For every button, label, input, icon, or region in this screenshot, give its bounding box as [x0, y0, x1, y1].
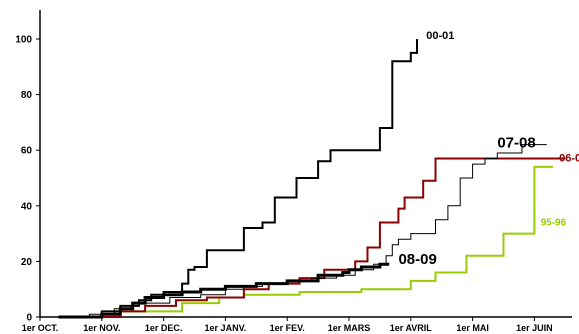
series-label-00-01: 00-01: [426, 30, 454, 42]
series-label-08-09: 08-09: [398, 251, 436, 268]
x-tick-label: 1er DEC.: [145, 323, 183, 333]
series-line-07-08: [58, 144, 547, 318]
y-tick-label: 20: [21, 257, 33, 268]
series-label-95-96: 95-96: [541, 217, 567, 228]
x-tick-label: 1er JUIN: [516, 323, 553, 333]
series-layer: [58, 39, 566, 319]
x-tick-label: 1er FEV.: [270, 323, 305, 333]
x-tick-label: 1er MARS: [328, 323, 371, 333]
y-tick-label: 80: [21, 90, 33, 101]
y-tick-label: 100: [15, 35, 32, 46]
x-tick-label: 1er JANV.: [205, 323, 247, 333]
axes: 0 20 40 60 80 100 1er OCT. 1er NOV. 1er DEC. 1er …: [15, 10, 572, 333]
y-tick-label: 60: [21, 146, 33, 157]
series-label-06-07: 06-07: [559, 152, 579, 164]
series-line-00-01: [58, 39, 418, 318]
x-tick-label: 1er MAI: [456, 323, 489, 333]
series-line-06-07: [58, 157, 566, 318]
series-label-07-08: 07-08: [497, 134, 535, 151]
series-line-08-09: [58, 262, 390, 319]
x-tick-label: 1er NOV.: [83, 323, 120, 333]
y-tick-label: 0: [26, 313, 32, 324]
series-line-95-96: [58, 165, 553, 318]
x-tick-label: 1er OCT.: [22, 323, 59, 333]
y-tick-label: 40: [21, 201, 33, 212]
series-labels: 00-01 07-08 06-07 95-96 08-09: [398, 30, 579, 268]
x-tick-label: 1er AVRIL: [390, 323, 433, 333]
